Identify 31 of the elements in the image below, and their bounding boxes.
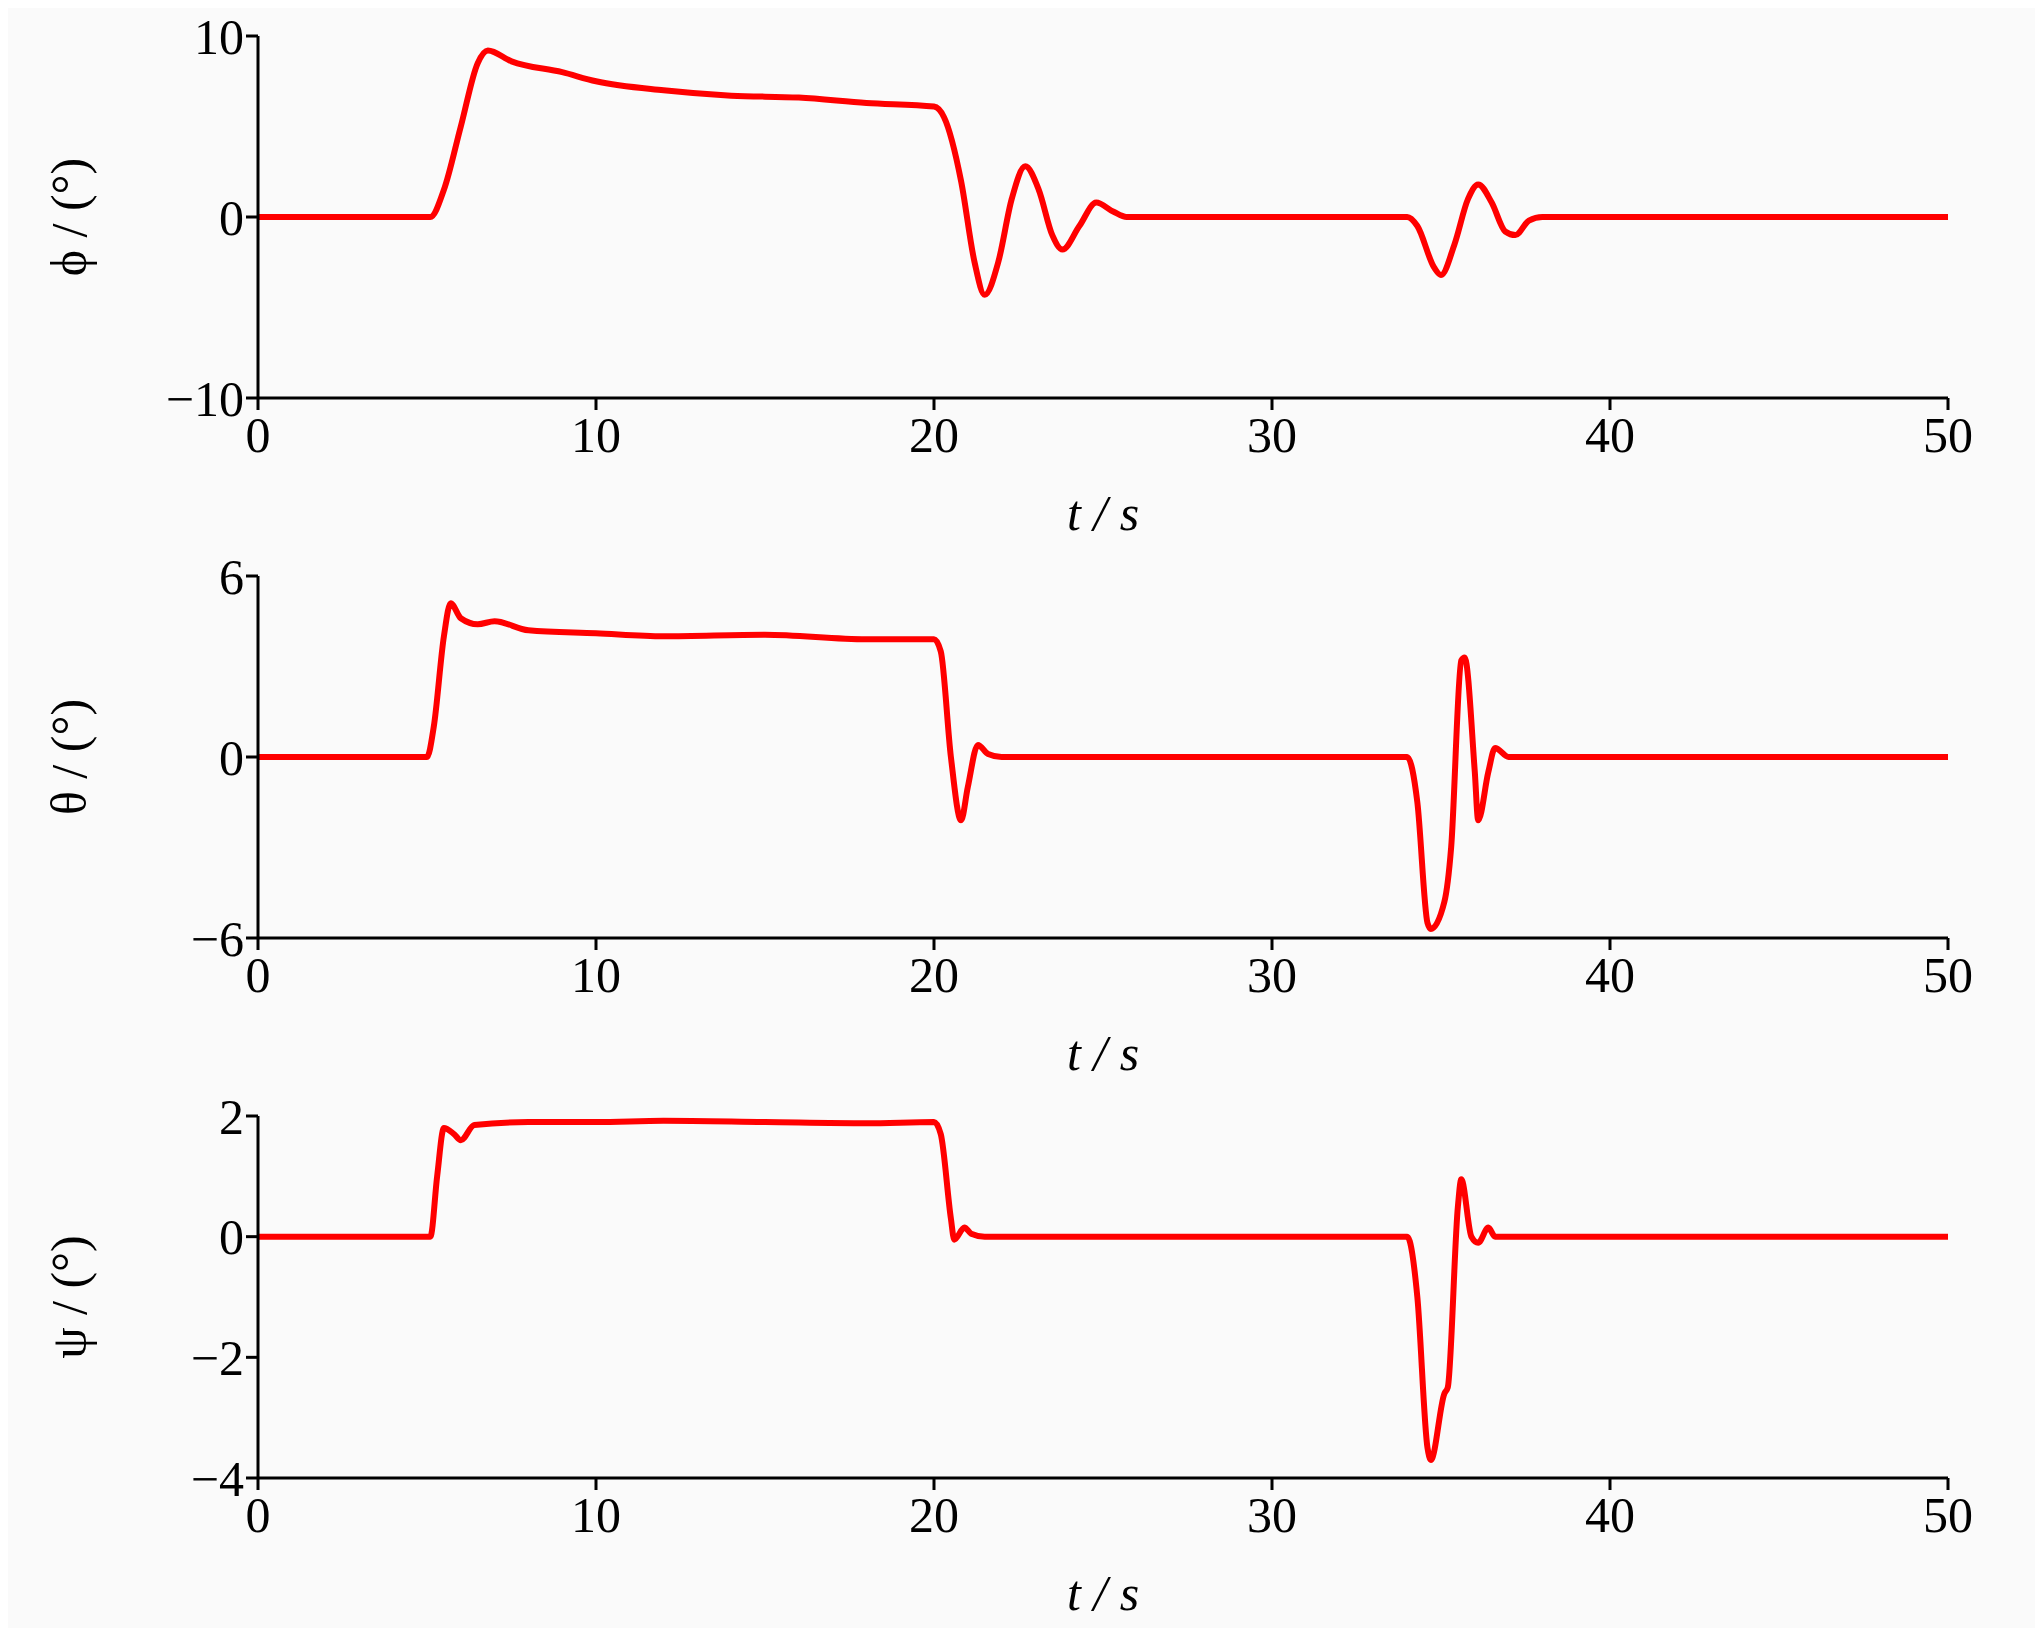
x-tick-label: 50 [1923, 946, 1973, 1003]
x-tick-label: 40 [1585, 1486, 1635, 1543]
x-tick-label: 40 [1585, 946, 1635, 1003]
x-tick-label: 10 [571, 1486, 621, 1543]
y-axis-title: θ / (°) [40, 698, 97, 816]
y-tick-label: 0 [219, 1209, 244, 1266]
y-axis-title: ϕ / (°) [40, 157, 97, 277]
x-axis-title: t / s [1066, 485, 1140, 541]
x-tick-label: 40 [1585, 406, 1635, 463]
x-tick-label: 30 [1247, 946, 1297, 1003]
x-tick-label: 10 [571, 946, 621, 1003]
x-tick-label: 10 [571, 406, 621, 463]
y-tick-label: 0 [219, 189, 244, 246]
x-tick-label: 20 [909, 946, 959, 1003]
y-tick-label: −6 [190, 910, 244, 967]
x-tick-label: 20 [909, 406, 959, 463]
y-tick-label: 0 [219, 729, 244, 786]
x-tick-label: 20 [909, 1486, 959, 1543]
y-tick-label: 10 [194, 8, 244, 65]
y-tick-label: −2 [190, 1330, 244, 1387]
x-tick-label: 30 [1247, 406, 1297, 463]
x-axis-title: t / s [1066, 1565, 1140, 1621]
y-tick-label: −10 [165, 370, 244, 427]
y-tick-label: 2 [219, 1088, 244, 1145]
x-tick-label: 50 [1923, 406, 1973, 463]
y-axis-title: ψ / (°) [40, 1235, 97, 1359]
y-tick-label: 6 [219, 548, 244, 605]
x-tick-label: 30 [1247, 1486, 1297, 1543]
y-tick-label: −4 [190, 1450, 244, 1507]
x-tick-label: 50 [1923, 1486, 1973, 1543]
x-axis-title: t / s [1066, 1025, 1140, 1081]
